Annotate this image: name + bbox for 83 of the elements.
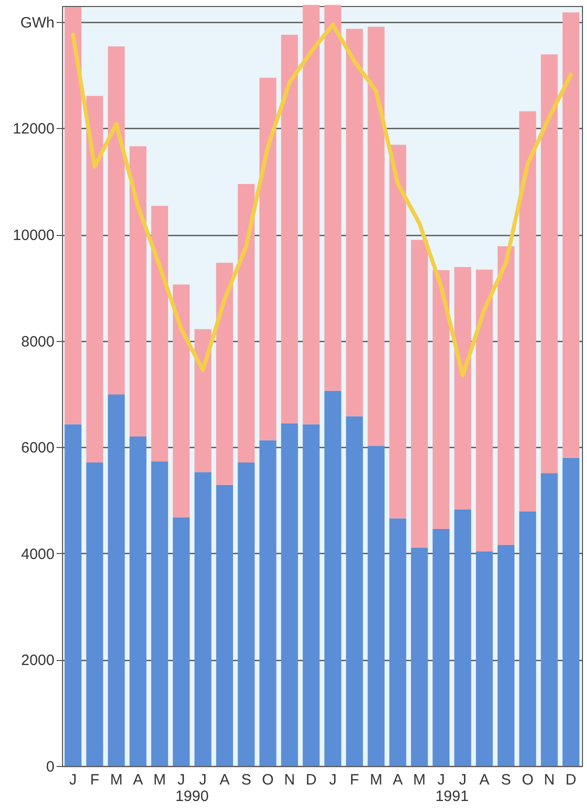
- x-tick-label: A: [392, 772, 403, 788]
- x-tick-label: A: [479, 772, 490, 788]
- bar: [324, 4, 342, 391]
- bar: [410, 548, 428, 766]
- x-tick-label: J: [69, 772, 77, 788]
- bar: [346, 416, 363, 766]
- bar: [562, 458, 580, 766]
- y-tick-label: 2000: [21, 652, 54, 670]
- bar: [432, 528, 450, 766]
- bar: [281, 34, 298, 424]
- bar: [86, 96, 104, 463]
- y-tick-label: 4000: [21, 546, 54, 563]
- bar: [259, 78, 276, 440]
- bar: [130, 436, 146, 766]
- bar: [368, 26, 385, 446]
- x-tick-label: F: [350, 772, 360, 788]
- x-tick-label: A: [220, 772, 230, 788]
- x-tick-label: D: [566, 772, 577, 788]
- x-tick-label: S: [241, 772, 252, 788]
- bar: [389, 144, 406, 518]
- bar: [259, 440, 276, 766]
- bar: [562, 12, 580, 458]
- bar: [346, 28, 363, 416]
- bar: [281, 423, 298, 766]
- bar: [432, 270, 450, 529]
- bar: [540, 473, 558, 766]
- bar: [238, 184, 255, 463]
- bar: [64, 7, 82, 424]
- text: 1991: [434, 788, 470, 805]
- x-tick-label: J: [437, 772, 445, 788]
- text: 1990: [174, 788, 210, 805]
- x-tick-label: A: [132, 772, 143, 788]
- bar: [368, 446, 385, 766]
- x-tick-label: M: [370, 772, 382, 788]
- x-tick-label: N: [284, 772, 295, 788]
- x-tick-label: D: [306, 772, 317, 788]
- bar: [324, 390, 342, 766]
- bar: [498, 544, 514, 766]
- x-tick-label: M: [110, 772, 123, 788]
- bar: [476, 551, 493, 766]
- bar: [519, 111, 536, 512]
- y-tick-label: 6000: [21, 440, 54, 457]
- bar: [302, 4, 320, 424]
- x-tick-label: J: [199, 772, 207, 788]
- y-tick-label: 0: [46, 758, 54, 776]
- x-tick-label: S: [501, 772, 512, 788]
- bar: [151, 461, 168, 766]
- bar: [151, 206, 168, 462]
- x-tick-label: N: [544, 772, 555, 788]
- y-tick-label: 8000: [21, 333, 54, 350]
- bar: [216, 262, 234, 485]
- bar: [454, 266, 472, 510]
- x-tick-label: J: [178, 772, 186, 788]
- bar: [64, 424, 82, 766]
- x-tick-label: M: [413, 772, 426, 788]
- x-tick-label: J: [458, 772, 466, 788]
- bar: [108, 394, 125, 766]
- x-tick-label: O: [522, 772, 534, 788]
- y-tick-label: 12000: [12, 120, 54, 138]
- bar: [519, 511, 536, 766]
- bar: [476, 270, 493, 552]
- bar: [108, 46, 125, 395]
- y-tick-label: GWh: [20, 14, 54, 32]
- x-tick-label: F: [90, 772, 100, 788]
- line-series: [71, 22, 573, 378]
- bar: [172, 284, 190, 518]
- bar: [302, 424, 320, 766]
- bar: [194, 472, 212, 766]
- bar: [216, 484, 234, 766]
- bar: [238, 462, 255, 766]
- x-tick-label: M: [153, 772, 166, 788]
- bar: [540, 54, 558, 474]
- bar: [410, 240, 428, 548]
- y-tick-label: 10000: [12, 227, 54, 244]
- x-tick-label: J: [329, 772, 337, 788]
- bar: [86, 462, 104, 766]
- bar: [194, 329, 212, 472]
- bar: [130, 146, 146, 436]
- x-tick-label: O: [262, 772, 274, 788]
- bar: [389, 518, 406, 766]
- bar: [454, 509, 472, 766]
- bar: [172, 517, 190, 766]
- bar: [498, 246, 514, 545]
